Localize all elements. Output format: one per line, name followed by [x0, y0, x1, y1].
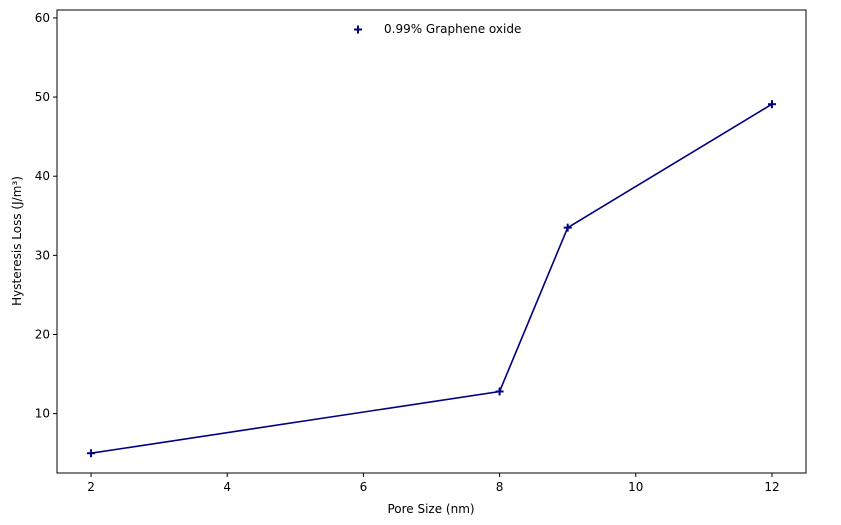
y-axis-title: Hysteresis Loss (J/m³) — [10, 176, 24, 306]
y-tick-label: 10 — [35, 407, 50, 421]
y-tick-label: 30 — [35, 248, 50, 262]
y-tick-label: 20 — [35, 327, 50, 341]
data-point-marker — [87, 449, 96, 458]
x-tick-label: 12 — [764, 480, 779, 494]
x-tick-label: 8 — [496, 480, 504, 494]
x-tick-label: 10 — [628, 480, 643, 494]
data-point-marker — [495, 387, 504, 396]
x-tick-label: 6 — [360, 480, 368, 494]
data-point-marker — [767, 100, 776, 109]
y-tick-label: 60 — [35, 11, 50, 25]
x-axis-title: Pore Size (nm) — [387, 502, 474, 516]
x-axis-ticks: 2 4 6 8 10 12 — [87, 473, 780, 494]
y-axis-ticks: 10 20 30 40 50 60 — [35, 11, 57, 421]
data-point-marker — [563, 223, 572, 232]
legend-marker-icon — [354, 25, 362, 34]
series-layer — [87, 100, 776, 458]
y-tick-label: 40 — [35, 169, 50, 183]
legend: 0.99% Graphene oxide — [354, 22, 521, 36]
legend-label: 0.99% Graphene oxide — [384, 22, 521, 36]
x-tick-label: 2 — [87, 480, 95, 494]
x-tick-label: 4 — [223, 480, 231, 494]
y-tick-label: 50 — [35, 90, 50, 104]
series-line — [90, 103, 773, 455]
legend-plus-marker — [354, 25, 362, 34]
plot-area — [56, 9, 807, 474]
